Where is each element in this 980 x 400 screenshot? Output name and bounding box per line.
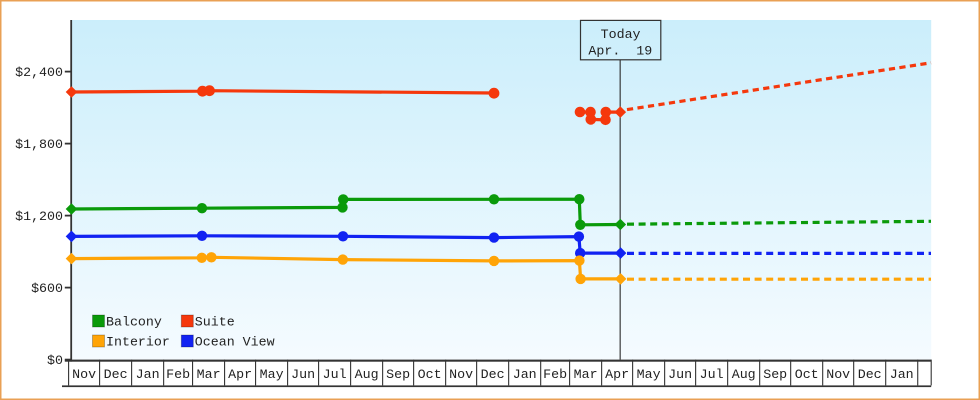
svg-text:Dec: Dec — [104, 367, 128, 382]
svg-text:Feb: Feb — [166, 367, 190, 382]
svg-text:Jan: Jan — [513, 367, 537, 382]
svg-text:Today: Today — [601, 27, 641, 42]
svg-text:Jun: Jun — [668, 367, 692, 382]
svg-text:$600: $600 — [31, 281, 63, 296]
svg-text:$1,200: $1,200 — [15, 209, 63, 224]
svg-text:Jan: Jan — [136, 367, 160, 382]
svg-text:Interior: Interior — [106, 335, 170, 350]
svg-text:Feb: Feb — [543, 367, 567, 382]
svg-text:Oct: Oct — [418, 367, 442, 382]
svg-text:Balcony: Balcony — [106, 315, 162, 330]
svg-text:Nov: Nov — [449, 367, 473, 382]
svg-text:Aug: Aug — [355, 367, 379, 382]
svg-text:Apr: Apr — [605, 367, 629, 382]
svg-text:Apr. 19: Apr. 19 — [588, 43, 652, 58]
svg-text:Jan: Jan — [890, 367, 914, 382]
svg-text:$0: $0 — [47, 353, 63, 368]
svg-text:Dec: Dec — [481, 367, 505, 382]
svg-text:Aug: Aug — [732, 367, 756, 382]
svg-text:Nov: Nov — [826, 367, 850, 382]
svg-text:Oct: Oct — [795, 367, 819, 382]
svg-text:May: May — [637, 367, 661, 382]
svg-text:Jul: Jul — [323, 367, 347, 382]
svg-text:Dec: Dec — [858, 367, 882, 382]
svg-text:Apr: Apr — [228, 367, 252, 382]
svg-text:Mar: Mar — [574, 367, 598, 382]
svg-text:Mar: Mar — [197, 367, 221, 382]
svg-text:Nov: Nov — [72, 367, 96, 382]
svg-text:$2,400: $2,400 — [15, 65, 63, 80]
svg-text:Sep: Sep — [763, 367, 787, 382]
svg-text:Sep: Sep — [386, 367, 410, 382]
svg-text:Jun: Jun — [291, 367, 315, 382]
svg-text:May: May — [260, 367, 284, 382]
svg-text:Ocean View: Ocean View — [195, 335, 275, 350]
svg-text:Jul: Jul — [700, 367, 724, 382]
svg-text:Suite: Suite — [195, 315, 235, 330]
svg-text:$1,800: $1,800 — [15, 137, 63, 152]
